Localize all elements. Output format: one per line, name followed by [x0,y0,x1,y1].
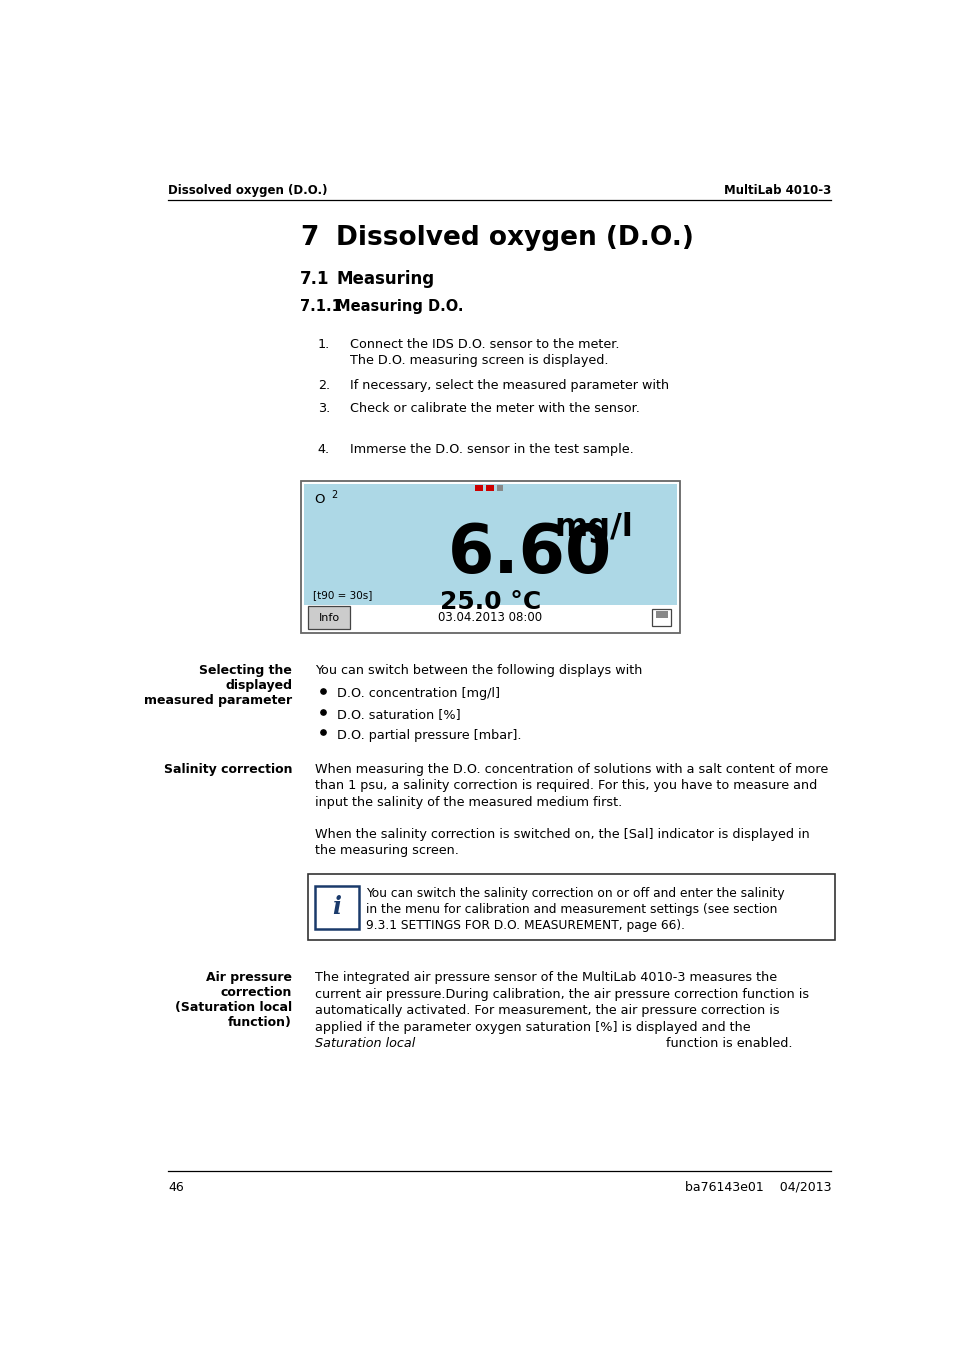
Text: Selecting the
displayed
measured parameter: Selecting the displayed measured paramet… [144,665,292,707]
Text: input the salinity of the measured medium first.: input the salinity of the measured mediu… [315,796,622,809]
FancyBboxPatch shape [308,607,350,628]
Bar [655,611,667,619]
Text: than 1 psu, a salinity correction is required. For this, you have to measure and: than 1 psu, a salinity correction is req… [315,780,817,792]
Text: Info: Info [318,612,339,623]
Text: D.O. concentration [mg/l]: D.O. concentration [mg/l] [336,688,499,700]
Text: If necessary, select the measured parameter with: If necessary, select the measured parame… [350,380,673,392]
Text: 03.04.2013 08:00: 03.04.2013 08:00 [438,611,542,624]
Text: Air pressure
correction
(Saturation local
function): Air pressure correction (Saturation loca… [174,971,292,1029]
Text: Measuring: Measuring [335,270,434,288]
FancyBboxPatch shape [315,885,358,928]
Bar [485,485,493,492]
Text: in the menu for calibration and measurement settings (see section: in the menu for calibration and measurem… [365,902,777,916]
Text: You can switch between the following displays with: You can switch between the following dis… [315,665,646,677]
Text: MultiLab 4010-3: MultiLab 4010-3 [723,184,831,197]
Bar [303,605,677,630]
Text: When measuring the D.O. concentration of solutions with a salt content of more: When measuring the D.O. concentration of… [315,763,828,775]
Bar [475,485,482,492]
Text: Saturation local: Saturation local [315,1038,416,1050]
Text: 2: 2 [331,490,337,500]
Text: i: i [333,896,341,919]
Text: function is enabled.: function is enabled. [660,1038,791,1050]
Text: [t90 = 30s]: [t90 = 30s] [313,590,372,600]
Bar [303,484,677,605]
Text: 4.: 4. [317,443,330,457]
Text: Check or calibrate the meter with the sensor.: Check or calibrate the meter with the se… [350,403,639,415]
Text: D.O. saturation [%]: D.O. saturation [%] [336,708,460,721]
Text: Dissolved oxygen (D.O.): Dissolved oxygen (D.O.) [168,184,327,197]
Text: 6.60: 6.60 [447,521,612,586]
Text: 7.1: 7.1 [299,270,329,288]
Text: Dissolved oxygen (D.O.): Dissolved oxygen (D.O.) [335,226,694,251]
Text: O: O [314,493,325,507]
Text: When the salinity correction is switched on, the [Sal] indicator is displayed in: When the salinity correction is switched… [315,828,809,840]
FancyBboxPatch shape [307,874,835,940]
Text: Measuring D.O.: Measuring D.O. [335,299,463,315]
Text: You can switch the salinity correction on or off and enter the salinity: You can switch the salinity correction o… [365,888,783,900]
Text: mg/l: mg/l [554,512,632,543]
Text: the measuring screen.: the measuring screen. [315,844,458,858]
Text: The D.O. measuring screen is displayed.: The D.O. measuring screen is displayed. [350,354,608,367]
Text: applied if the parameter oxygen saturation [%] is displayed and the: applied if the parameter oxygen saturati… [315,1020,750,1034]
Text: Immerse the D.O. sensor in the test sample.: Immerse the D.O. sensor in the test samp… [350,443,634,457]
Text: D.O. partial pressure [mbar].: D.O. partial pressure [mbar]. [336,728,521,742]
FancyBboxPatch shape [300,481,679,634]
Text: automatically activated. For measurement, the air pressure correction is: automatically activated. For measurement… [315,1004,780,1017]
Text: current air pressure.During calibration, the air pressure correction function is: current air pressure.During calibration,… [315,988,808,1001]
Text: ba76143e01    04/2013: ba76143e01 04/2013 [684,1181,831,1194]
Bar [497,485,503,492]
Text: 3.: 3. [317,403,330,415]
Text: Salinity correction: Salinity correction [163,763,292,775]
Text: 46: 46 [168,1181,184,1194]
Text: 7: 7 [299,226,318,251]
Text: Connect the IDS D.O. sensor to the meter.: Connect the IDS D.O. sensor to the meter… [350,338,619,351]
Text: 9.3.1 SETTINGS FOR D.O. MEASUREMENT, page 66).: 9.3.1 SETTINGS FOR D.O. MEASUREMENT, pag… [365,919,684,932]
Text: 1.: 1. [317,338,330,351]
Text: The integrated air pressure sensor of the MultiLab 4010-3 measures the: The integrated air pressure sensor of th… [315,971,777,984]
Text: 2.: 2. [317,380,330,392]
Bar [652,609,670,627]
Text: 7.1.1: 7.1.1 [299,299,341,315]
Text: 25.0 °C: 25.0 °C [439,590,540,615]
